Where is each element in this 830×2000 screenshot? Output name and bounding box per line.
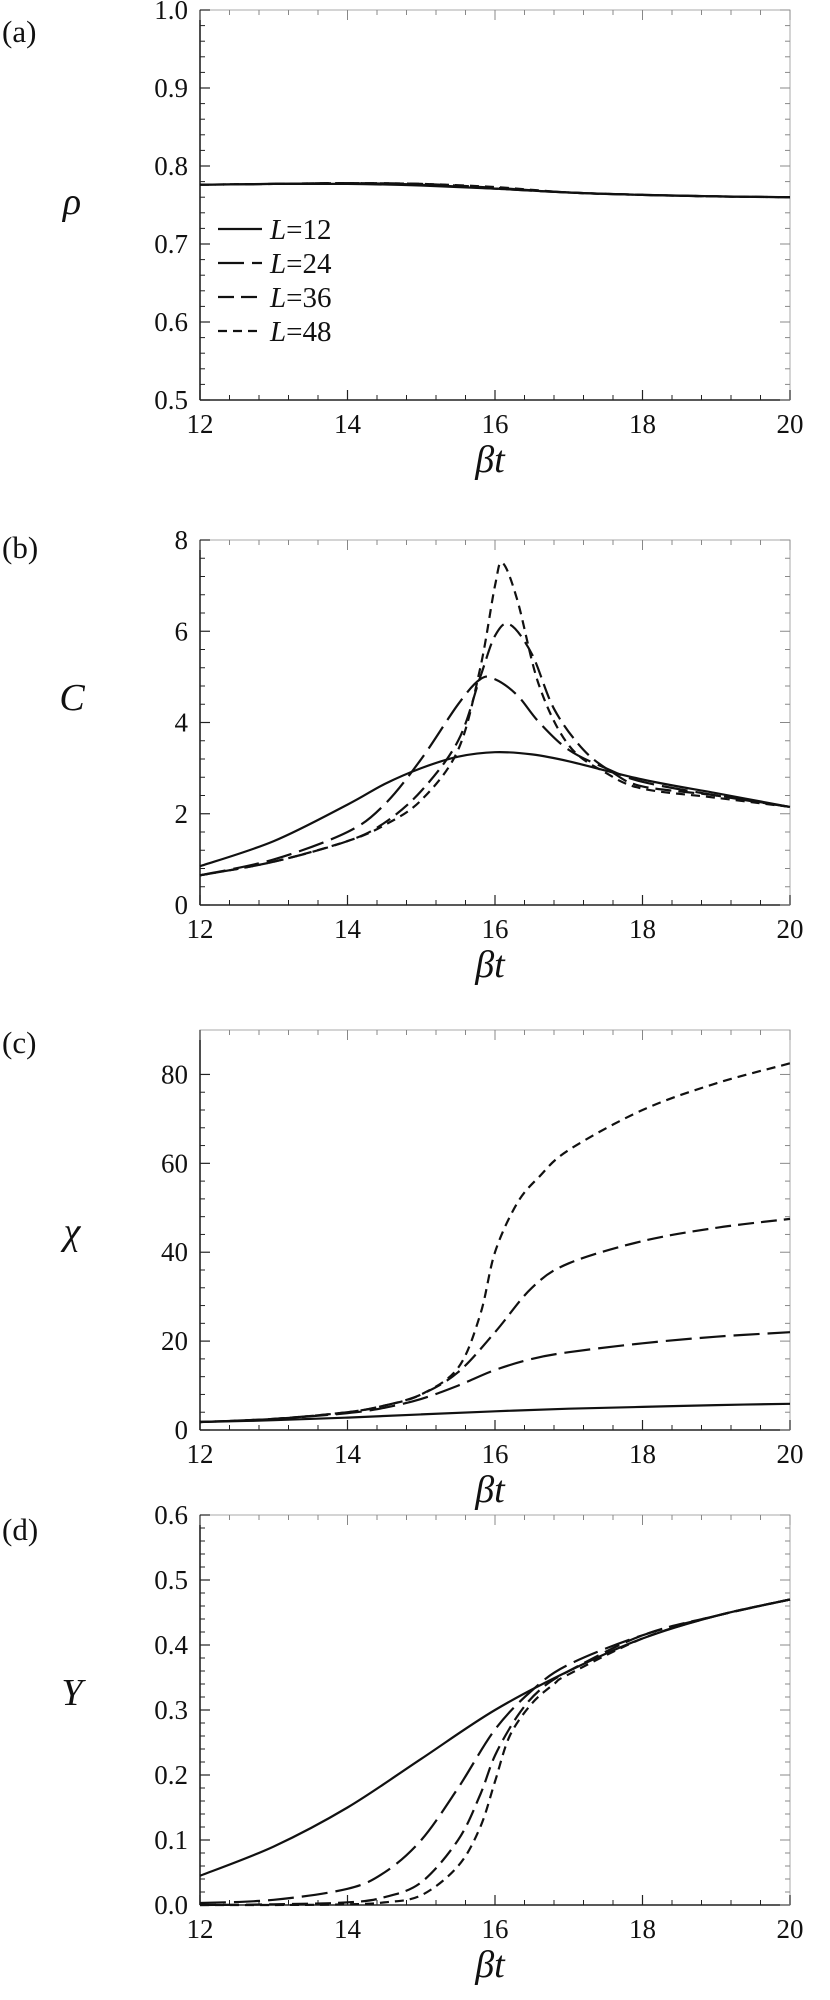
series-line-l-48 (199, 1598, 791, 1907)
y-tick-label: 0.4 (154, 1630, 188, 1660)
series-line-l-12 (199, 1598, 791, 1877)
y-axis-label: χ (60, 1211, 82, 1253)
series-line-l-24 (199, 1331, 791, 1424)
y-tick-label: 20 (161, 1326, 188, 1356)
y-tick-label: 1.0 (154, 0, 188, 25)
x-axis-label: βt (474, 1469, 506, 1511)
chart-panel-a: 12 14 16 18 200.50.60.70.80.91.0(a)ρβtL=12L=… (2, 0, 804, 481)
x-tick-label: 20 (777, 1439, 804, 1469)
x-tick-label: 12 (187, 409, 214, 439)
y-tick-label: 0.8 (154, 151, 188, 181)
y-tick-label: 0.2 (154, 1760, 188, 1790)
chart-panel-d: 12 14 16 18 20 0.0 0.1 0.2 0.3 0.4 0.5 0.6 (d) Yβt (2, 1500, 804, 1986)
y-tick-label: 8 (175, 525, 189, 555)
x-tick-label: 16 (482, 1914, 509, 1944)
series-line-l-12 (199, 751, 791, 868)
x-tick-label: 18 (629, 1914, 656, 1944)
y-axis-label: Y (61, 1672, 86, 1714)
y-tick-label: 0.9 (154, 73, 188, 103)
y-tick-label: 0 (175, 1415, 189, 1445)
panel-label: (d) (2, 1512, 38, 1547)
legend: L=12L=24L=36L=48 (218, 214, 332, 348)
y-tick-label: 0.7 (154, 229, 188, 259)
x-tick-label: 20 (777, 409, 804, 439)
y-tick-label: 0.6 (154, 1500, 188, 1530)
y-tick-label: 0.5 (154, 385, 188, 415)
x-tick-label: 12 (187, 1439, 214, 1469)
x-tick-label: 18 (629, 914, 656, 944)
legend-label: L=48 (269, 316, 332, 348)
x-axis-label: βt (474, 944, 506, 986)
chart-panel-c: 12 14 16 18 20 0 20 40 60 80 (c) χ βt (2, 1025, 804, 1511)
x-tick-label: 14 (334, 409, 362, 439)
x-tick-label: 14 (334, 1914, 362, 1944)
x-tick-label: 20 (777, 1914, 804, 1944)
x-tick-label: 18 (629, 1439, 656, 1469)
y-tick-label: 4 (175, 708, 189, 738)
x-axis-label: βt (474, 439, 506, 481)
x-tick-label: 14 (334, 914, 362, 944)
legend-label: L=12 (269, 214, 332, 246)
series-line-l-48 (199, 561, 791, 877)
x-tick-label: 20 (777, 914, 804, 944)
series-line-l-24 (199, 675, 791, 877)
series-line-l-36 (199, 622, 791, 877)
legend-label: L=24 (269, 248, 332, 280)
x-axis-label: βt (474, 1944, 506, 1986)
y-tick-label: 40 (161, 1237, 188, 1267)
series-line-l-36 (199, 1217, 791, 1424)
y-tick-label: 0.5 (154, 1565, 188, 1595)
y-tick-label: 6 (175, 616, 189, 646)
y-axis-label: C (59, 677, 85, 719)
y-tick-label: 60 (161, 1148, 188, 1178)
y-axis-label: ρ (62, 181, 81, 223)
series-line-l-48 (199, 182, 791, 199)
x-tick-label: 14 (334, 1439, 362, 1469)
series-line-l-48 (199, 1062, 791, 1424)
y-tick-label: 0 (175, 890, 189, 920)
y-tick-label: 0.3 (154, 1695, 188, 1725)
plot-frame (199, 539, 791, 906)
panel-label: (a) (2, 14, 36, 49)
legend-label: L=36 (269, 282, 332, 314)
y-tick-label: 2 (175, 799, 189, 829)
y-tick-label: 80 (161, 1059, 188, 1089)
x-tick-label: 12 (187, 1914, 214, 1944)
y-tick-label: 0.6 (154, 307, 188, 337)
x-tick-label: 16 (482, 914, 509, 944)
x-tick-label: 18 (629, 409, 656, 439)
x-tick-label: 16 (482, 409, 509, 439)
x-tick-label: 12 (187, 914, 214, 944)
y-tick-label: 0.1 (154, 1825, 188, 1855)
y-tick-label: 0.0 (154, 1890, 188, 1920)
panel-label: (b) (2, 530, 38, 565)
series-line-l-24 (199, 1598, 791, 1905)
chart-panel-b: 12 14 16 18 20 0 2 4 6 8 (b) Cβt (2, 525, 804, 986)
series-line-l-12 (199, 1402, 791, 1424)
panel-label: (c) (2, 1025, 36, 1060)
series-line-l-36 (199, 1598, 791, 1907)
x-tick-label: 16 (482, 1439, 509, 1469)
